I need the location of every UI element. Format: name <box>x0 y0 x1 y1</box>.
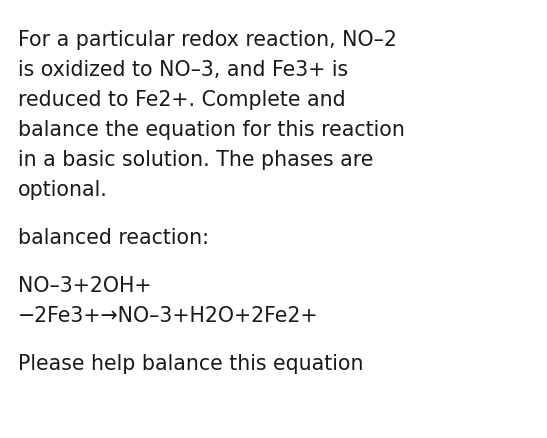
Text: −2Fe3+→NO–3+H2O+2Fe2+: −2Fe3+→NO–3+H2O+2Fe2+ <box>18 306 318 326</box>
Text: balance the equation for this reaction: balance the equation for this reaction <box>18 120 405 140</box>
Text: Please help balance this equation: Please help balance this equation <box>18 354 364 374</box>
Text: balanced reaction:: balanced reaction: <box>18 228 209 248</box>
Text: is oxidized to NO–3, and Fe3+ is: is oxidized to NO–3, and Fe3+ is <box>18 60 348 80</box>
Text: in a basic solution. The phases are: in a basic solution. The phases are <box>18 150 374 170</box>
Text: reduced to Fe2+. Complete and: reduced to Fe2+. Complete and <box>18 90 346 110</box>
Text: NO–3+2OH+: NO–3+2OH+ <box>18 276 152 296</box>
Text: optional.: optional. <box>18 180 108 200</box>
Text: For a particular redox reaction, NO–2: For a particular redox reaction, NO–2 <box>18 30 397 50</box>
